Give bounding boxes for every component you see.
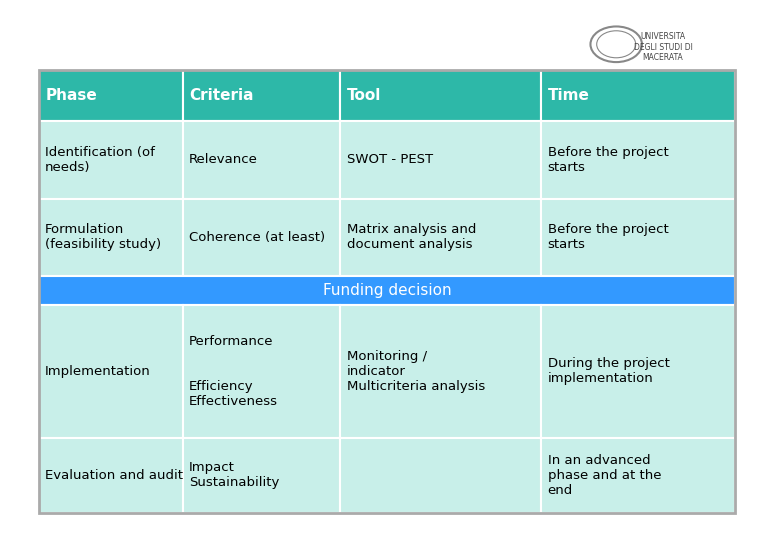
Text: UNIVERSITA
DEGLI STUDI DI
MACERATA: UNIVERSITA DEGLI STUDI DI MACERATA [633,32,693,62]
Text: Phase: Phase [45,88,97,103]
FancyBboxPatch shape [39,70,183,121]
Text: Time: Time [548,88,590,103]
Text: Before the project
starts: Before the project starts [548,146,668,174]
FancyBboxPatch shape [541,305,735,438]
Text: Funding decision: Funding decision [323,283,452,298]
Text: Criteria: Criteria [189,88,254,103]
FancyBboxPatch shape [541,438,735,513]
FancyBboxPatch shape [39,438,183,513]
Text: Tool: Tool [346,88,381,103]
Text: Coherence (at least): Coherence (at least) [189,231,325,244]
FancyBboxPatch shape [340,121,541,199]
FancyBboxPatch shape [39,276,735,305]
FancyBboxPatch shape [340,199,541,276]
FancyBboxPatch shape [541,199,735,276]
FancyBboxPatch shape [340,438,541,513]
FancyBboxPatch shape [183,305,340,438]
Text: During the project
implementation: During the project implementation [548,357,669,386]
Text: Evaluation and audit: Evaluation and audit [45,469,183,482]
FancyBboxPatch shape [183,438,340,513]
FancyBboxPatch shape [183,199,340,276]
Text: Matrix analysis and
document analysis: Matrix analysis and document analysis [346,224,476,251]
FancyBboxPatch shape [541,70,735,121]
FancyBboxPatch shape [340,305,541,438]
FancyBboxPatch shape [39,121,183,199]
Text: Impact
Sustainability: Impact Sustainability [189,461,279,489]
FancyBboxPatch shape [541,121,735,199]
FancyBboxPatch shape [183,121,340,199]
FancyBboxPatch shape [39,199,183,276]
Text: Monitoring /
indicator
Multicriteria analysis: Monitoring / indicator Multicriteria ana… [346,350,485,393]
Text: Implementation: Implementation [45,365,151,378]
Text: Formulation
(feasibility study): Formulation (feasibility study) [45,224,161,251]
FancyBboxPatch shape [340,70,541,121]
Text: Before the project
starts: Before the project starts [548,224,668,251]
Text: Relevance: Relevance [189,153,257,166]
Text: Identification (of
needs): Identification (of needs) [45,146,155,174]
Text: SWOT - PEST: SWOT - PEST [346,153,433,166]
FancyBboxPatch shape [183,70,340,121]
Text: In an advanced
phase and at the
end: In an advanced phase and at the end [548,454,661,497]
Text: Performance


Efficiency
Effectiveness: Performance Efficiency Effectiveness [189,335,278,408]
FancyBboxPatch shape [39,305,183,438]
